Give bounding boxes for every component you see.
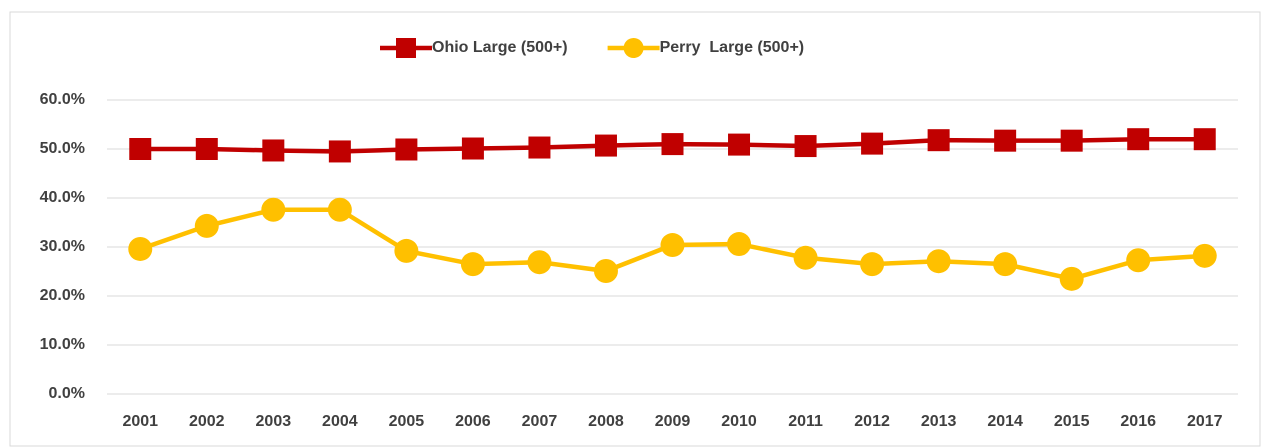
data-point xyxy=(660,233,685,258)
data-point xyxy=(527,250,552,275)
x-tick-label: 2009 xyxy=(655,413,691,430)
x-tick-label: 2004 xyxy=(322,413,358,430)
data-point xyxy=(927,129,950,152)
data-point xyxy=(1193,128,1216,151)
data-point xyxy=(1192,243,1217,268)
x-tick-label: 2014 xyxy=(987,413,1023,430)
data-point xyxy=(328,140,351,163)
x-tick-label: 2006 xyxy=(455,413,491,430)
legend-label: Ohio Large (500+) xyxy=(432,39,568,56)
x-tick-label: 2005 xyxy=(389,413,425,430)
data-point xyxy=(1060,129,1083,152)
x-tick-label: 2007 xyxy=(522,413,558,430)
data-point xyxy=(728,133,751,156)
x-tick-label: 2016 xyxy=(1120,413,1156,430)
x-tick-label: 2013 xyxy=(921,413,957,430)
y-tick-label: 0.0% xyxy=(49,385,85,402)
y-tick-label: 30.0% xyxy=(40,238,85,255)
y-tick-label: 40.0% xyxy=(40,189,85,206)
data-point xyxy=(460,252,485,277)
data-point xyxy=(1126,248,1151,273)
data-point xyxy=(994,129,1017,152)
y-tick-label: 10.0% xyxy=(40,336,85,353)
x-tick-label: 2011 xyxy=(788,413,823,430)
data-point xyxy=(461,137,484,160)
data-point xyxy=(327,197,352,222)
y-tick-label: 20.0% xyxy=(40,287,85,304)
y-tick-label: 50.0% xyxy=(40,140,85,157)
data-point xyxy=(593,259,618,284)
data-point xyxy=(262,139,285,162)
data-point xyxy=(129,138,152,160)
data-point xyxy=(861,132,884,155)
legend-marker xyxy=(623,38,644,58)
x-tick-label: 2015 xyxy=(1054,413,1090,430)
data-point xyxy=(594,134,617,157)
data-point xyxy=(794,135,817,158)
x-tick-label: 2010 xyxy=(721,413,757,430)
data-point xyxy=(1127,128,1150,151)
data-point xyxy=(395,138,418,161)
data-point xyxy=(926,249,951,274)
legend-label: Perry Large (500+) xyxy=(660,39,805,56)
data-point xyxy=(860,252,885,277)
x-tick-label: 2012 xyxy=(854,413,890,430)
data-point xyxy=(194,213,219,238)
legend-marker xyxy=(396,38,416,58)
data-point xyxy=(1059,266,1084,291)
data-point xyxy=(528,136,551,159)
x-tick-label: 2002 xyxy=(189,413,225,430)
data-point xyxy=(793,245,818,270)
x-tick-label: 2017 xyxy=(1187,413,1223,430)
data-point xyxy=(128,236,153,261)
data-point xyxy=(727,232,752,257)
x-tick-label: 2008 xyxy=(588,413,624,430)
data-point xyxy=(993,252,1018,277)
data-point xyxy=(261,197,286,222)
data-point xyxy=(394,238,419,263)
x-tick-label: 2003 xyxy=(256,413,292,430)
x-tick-label: 2001 xyxy=(122,413,158,430)
y-tick-label: 60.0% xyxy=(40,91,85,108)
data-point xyxy=(195,138,218,160)
data-point xyxy=(661,133,684,156)
